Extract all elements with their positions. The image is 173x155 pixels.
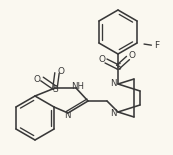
- Text: F: F: [154, 42, 160, 51]
- Text: N: N: [110, 108, 116, 117]
- Text: O: O: [129, 51, 135, 60]
- Text: N: N: [110, 78, 116, 88]
- Text: O: O: [34, 75, 41, 84]
- Text: O: O: [57, 66, 65, 75]
- Text: N: N: [64, 111, 70, 120]
- Text: O: O: [98, 55, 106, 64]
- Text: S: S: [115, 64, 121, 73]
- Text: S: S: [52, 84, 58, 93]
- Text: NH: NH: [71, 82, 84, 91]
